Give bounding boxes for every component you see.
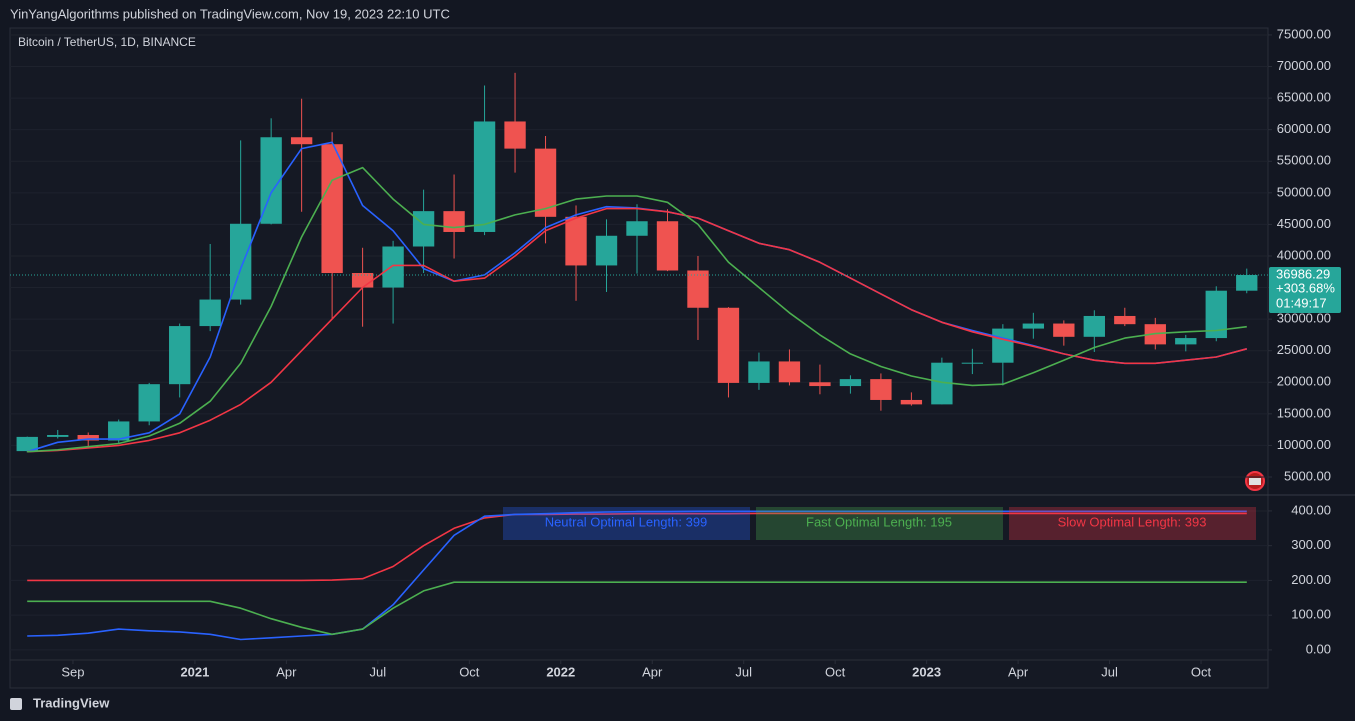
y-tick-label: 55000.00 (1277, 153, 1331, 168)
y-tick-label: 25000.00 (1277, 342, 1331, 357)
logo-mark (10, 698, 22, 710)
x-tick-label: Apr (642, 664, 663, 679)
x-tick-label: Jul (370, 664, 387, 679)
x-tick-label: 2023 (912, 664, 941, 679)
symbol-title: Bitcoin / TetherUS, 1D, BINANCE (18, 35, 196, 49)
x-tick-label: Jul (1101, 664, 1118, 679)
x-tick-label: 2022 (546, 664, 575, 679)
candle-body (1175, 338, 1197, 345)
region-flag (1249, 478, 1261, 485)
y-tick-label: 45000.00 (1277, 216, 1331, 231)
y-tick-label: 50000.00 (1277, 184, 1331, 199)
info-box-label: Slow Optimal Length: 393 (1058, 514, 1207, 529)
y-tick-label: 200.00 (1291, 572, 1331, 587)
y-tick-label: 65000.00 (1277, 90, 1331, 105)
candle-body (443, 211, 465, 232)
x-tick-label: Apr (1008, 664, 1029, 679)
x-tick-label: Jul (735, 664, 752, 679)
candle-body (382, 246, 404, 288)
candle-body (595, 235, 618, 266)
y-tick-label: 75000.00 (1277, 26, 1331, 41)
candle-body (1053, 323, 1075, 337)
candle-body (16, 436, 38, 452)
indicator-line (27, 166, 1247, 453)
candle-body (1236, 275, 1258, 291)
candle-body (1205, 290, 1227, 339)
candle-body (77, 435, 99, 441)
candle-body (717, 307, 740, 383)
indicator-line (27, 207, 1248, 453)
indicator-line (27, 512, 1247, 582)
candle-body (290, 137, 313, 145)
y-tick-label: 30000.00 (1277, 311, 1331, 326)
candle-body (626, 221, 648, 236)
candle-body (961, 362, 984, 364)
bar-countdown: 01:49:17 (1276, 295, 1327, 310)
candle-body (809, 382, 831, 387)
info-box (503, 507, 750, 540)
candle-body (321, 144, 343, 274)
candle-body (412, 211, 435, 247)
candle-body (778, 361, 801, 383)
y-tick-label: 400.00 (1291, 502, 1331, 517)
info-box-label: Fast Optimal Length: 195 (806, 514, 952, 529)
y-tick-label: 300.00 (1291, 537, 1331, 552)
brand-name: TradingView (33, 695, 110, 710)
candle-body (687, 270, 709, 308)
candle-body (870, 379, 892, 400)
candle-body (1114, 315, 1136, 325)
x-tick-label: 2021 (180, 664, 209, 679)
candle-body (565, 216, 587, 266)
last-price: 36986.29 (1276, 266, 1330, 281)
candle-body (656, 221, 679, 271)
candle-body (931, 362, 953, 405)
publisher: YinYangAlgorithms published on TradingVi… (10, 6, 450, 21)
candle-body (229, 223, 252, 300)
candle-body (199, 299, 221, 327)
candle-body (534, 148, 557, 217)
candle-body (169, 326, 191, 385)
y-tick-label: 60000.00 (1277, 121, 1331, 136)
x-tick-label: Sep (61, 664, 84, 679)
info-box (756, 507, 1003, 540)
candle-body (1083, 315, 1105, 337)
x-tick-label: Apr (276, 664, 297, 679)
y-tick-label: 70000.00 (1277, 58, 1331, 73)
y-tick-label: 5000.00 (1284, 468, 1331, 483)
info-box-label: Neutral Optimal Length: 399 (545, 514, 708, 529)
candle-body (260, 137, 282, 224)
candle-body (839, 379, 862, 387)
y-tick-label: 100.00 (1291, 607, 1331, 622)
candle-body (748, 361, 770, 383)
candle-body (992, 328, 1014, 363)
indicator-line (27, 581, 1247, 636)
y-tick-label: 10000.00 (1277, 437, 1331, 452)
candle-body (900, 399, 923, 405)
x-tick-label: Oct (825, 664, 846, 679)
indicator-line (27, 510, 1247, 641)
candle-body (504, 121, 526, 149)
price-badge (1269, 267, 1341, 314)
candle-body (1022, 323, 1045, 329)
y-tick-label: 40000.00 (1277, 247, 1331, 262)
candle-body (473, 121, 496, 232)
candle-body (47, 435, 69, 437)
brand-logo[interactable]: TradingView (10, 695, 110, 710)
info-box (1009, 507, 1256, 540)
candle-body (138, 384, 160, 422)
price-change: +303.68% (1276, 280, 1335, 295)
x-tick-label: Oct (459, 664, 480, 679)
chart-frame (9, 27, 1269, 689)
y-tick-label: 0.00 (1306, 641, 1331, 656)
x-tick-label: Oct (1191, 664, 1212, 679)
y-tick-label: 20000.00 (1277, 374, 1331, 389)
y-tick-label: 15000.00 (1277, 405, 1331, 420)
candle-body (108, 421, 130, 441)
